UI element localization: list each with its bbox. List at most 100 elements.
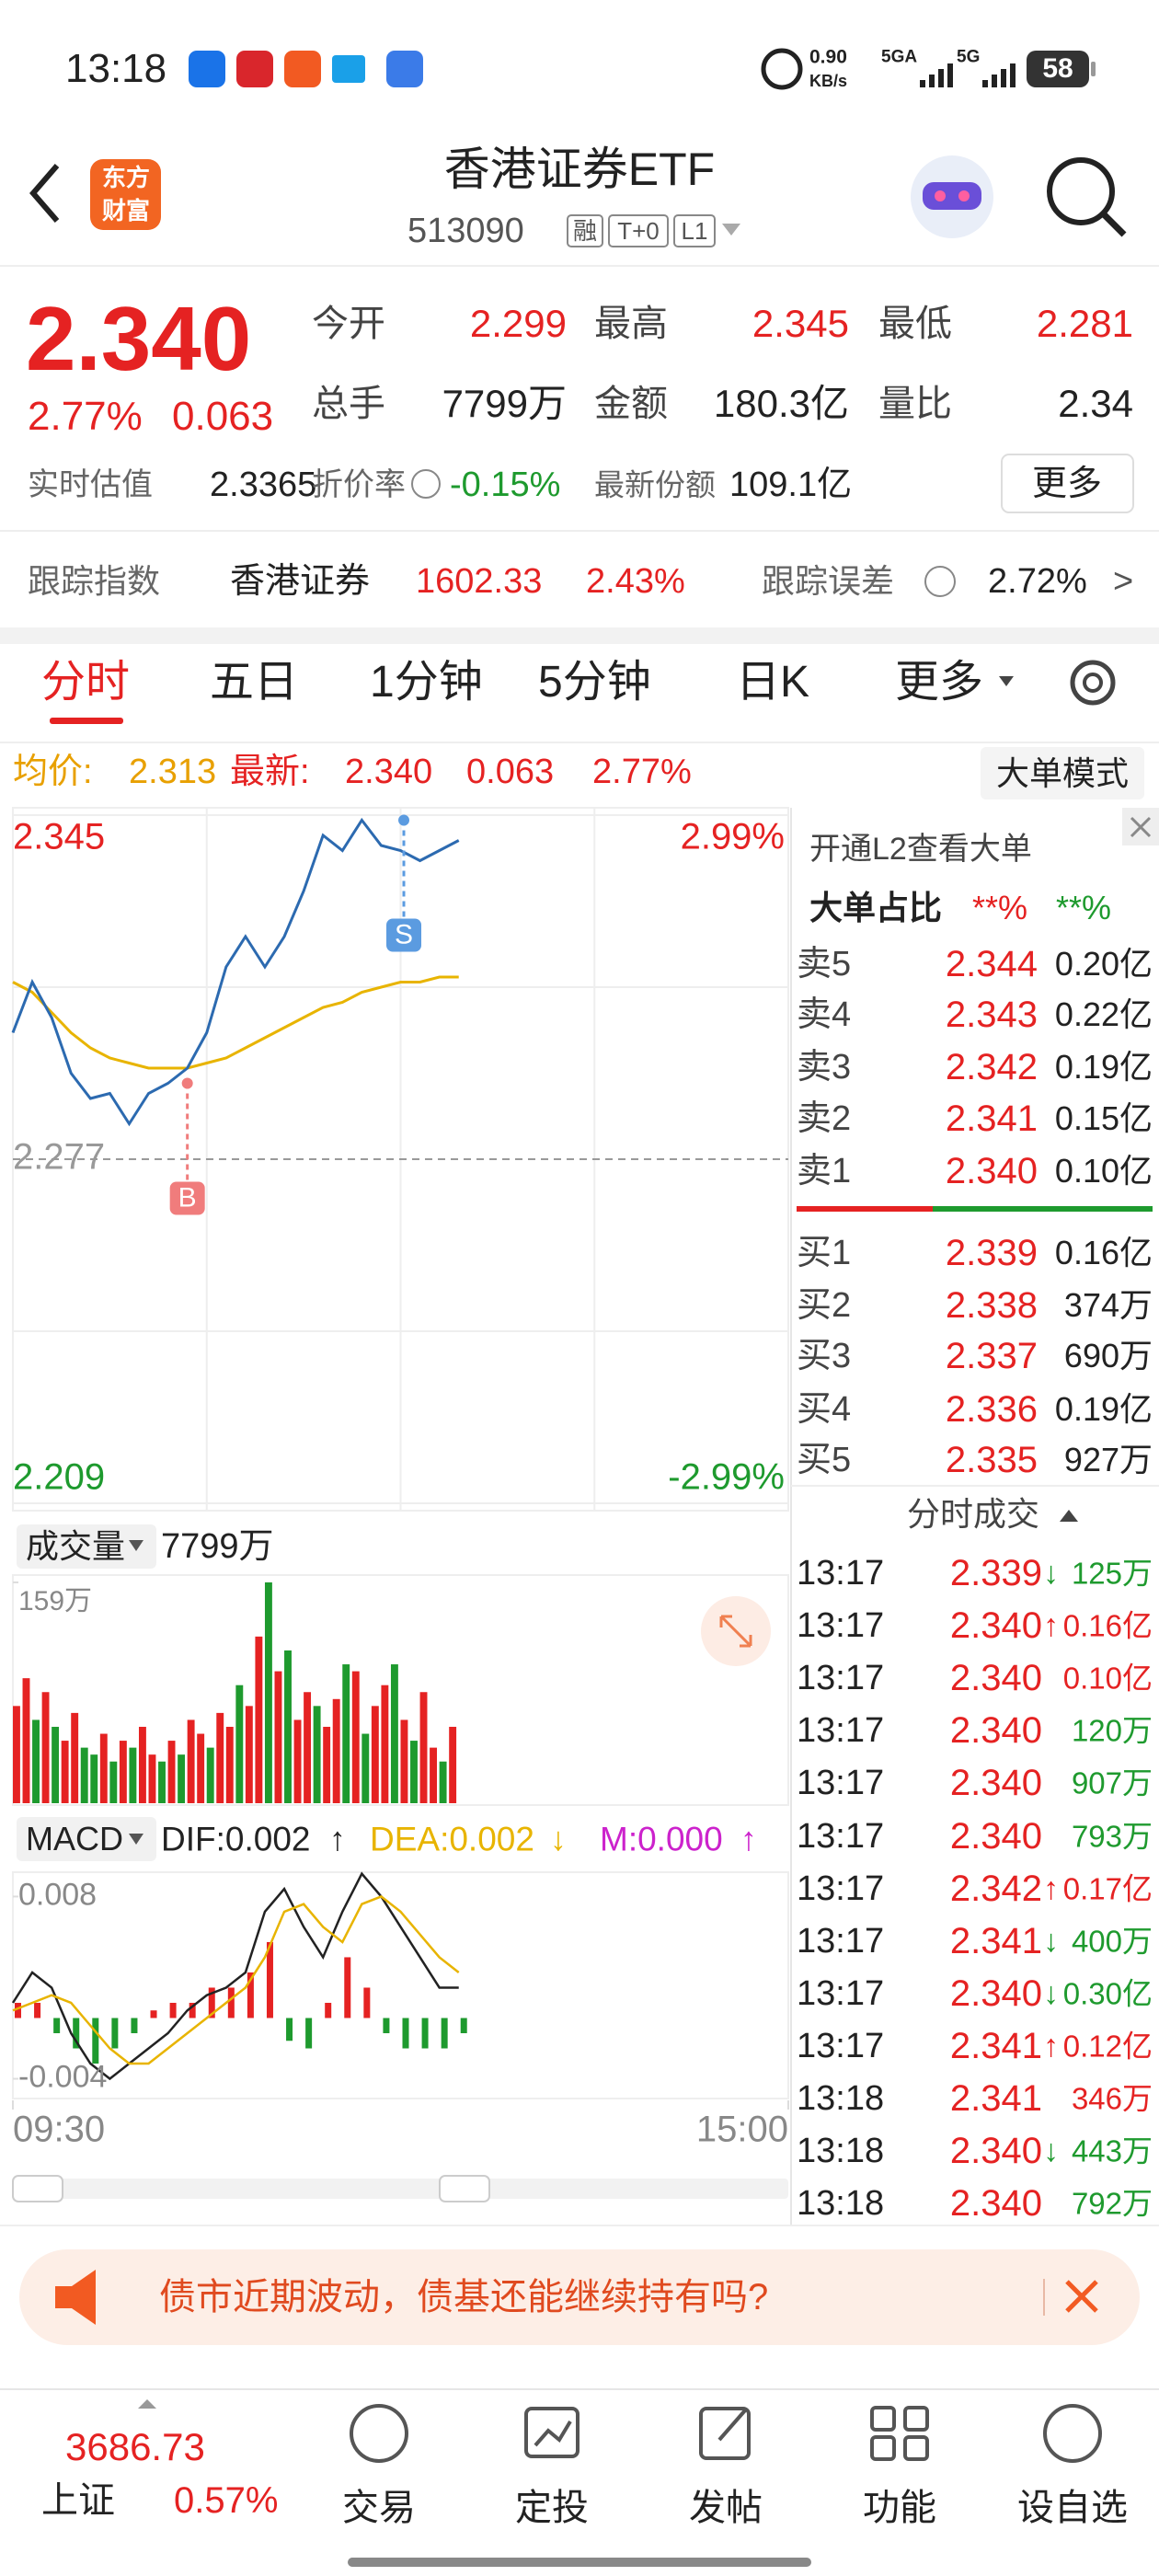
stat-value: 7799万 (442, 382, 567, 425)
nav-item[interactable]: 设自选 (1017, 2488, 1128, 2528)
volume-bar (323, 1726, 331, 1803)
logo-text: 财富 (101, 197, 151, 224)
book-volume: 0.20亿 (1054, 945, 1153, 983)
macd-value: DEA:0.002 (370, 1820, 534, 1858)
mode-button-label[interactable]: 大单模式 (995, 754, 1130, 792)
index-name: 香港证券 (230, 562, 371, 601)
volume-bar (419, 1692, 428, 1803)
book-volume: 0.10亿 (1054, 1152, 1153, 1190)
macd-bar (150, 2010, 157, 2018)
trade-price: 2.340 (949, 1658, 1042, 1699)
volume-bar (332, 1698, 340, 1803)
marker-box (386, 918, 422, 952)
macd-bar (325, 2002, 332, 2018)
tab[interactable]: 日K (736, 658, 810, 707)
index-name[interactable]: 上证 (41, 2480, 115, 2521)
banner[interactable] (19, 2249, 1140, 2345)
back-button[interactable] (29, 164, 60, 223)
tab[interactable]: 1分钟 (370, 658, 483, 707)
volume-bar (80, 1747, 88, 1803)
volume-bar (61, 1741, 69, 1803)
y-tick-label: -0.004 (18, 2060, 107, 2095)
marker-label: S (395, 919, 413, 949)
last-pct: 2.77% (592, 753, 692, 791)
book-price: 2.344 (945, 944, 1038, 984)
volume-bar (216, 1712, 224, 1803)
nav-item[interactable]: 发帖 (689, 2488, 763, 2528)
status-icons (189, 48, 1096, 90)
y-tick-label: 159万 (18, 1586, 92, 1616)
nav-item[interactable]: 交易 (342, 2488, 416, 2528)
volume-bar (255, 1636, 263, 1803)
tab[interactable]: 5分钟 (538, 658, 651, 707)
y-tick-label: 2.345 (13, 817, 105, 857)
tracking-arrow[interactable]: > (1113, 562, 1134, 601)
macd-bar (402, 2018, 409, 2049)
volume-bar (158, 1761, 166, 1803)
trade-price: 2.340 (949, 2131, 1042, 2172)
banner-text[interactable]: 债市近期波动，债基还能继续持有吗? (159, 2277, 769, 2317)
tab[interactable]: 分时 (41, 658, 131, 707)
trade-volume: 400万 (1071, 1924, 1153, 1959)
shares-label: 最新份额 (594, 467, 716, 502)
error-label: 跟踪误差 (762, 562, 895, 600)
battery: 58 (1042, 53, 1073, 84)
premium-value: -0.15% (450, 466, 561, 504)
tab[interactable]: 更多 (895, 658, 984, 707)
more-button[interactable] (1001, 454, 1134, 513)
volume-bar (274, 1671, 282, 1803)
index-pct: 2.43% (586, 562, 685, 601)
macd-bar (131, 2018, 138, 2034)
macd-label[interactable]: MACD (26, 1820, 123, 1857)
book-label: 买4 (797, 1390, 852, 1429)
trade-price: 2.342 (949, 1868, 1042, 1909)
volume-label[interactable]: 成交量 (26, 1527, 126, 1565)
book-label: 买3 (797, 1337, 852, 1375)
l2-promo[interactable]: 开通L2查看大单 (809, 832, 1032, 867)
book-label: 买5 (797, 1441, 852, 1479)
ratio-label: 大单占比 (809, 889, 943, 926)
volume-bar (148, 1754, 156, 1803)
stat-label: 最高 (594, 304, 668, 344)
volume-bar (197, 1733, 205, 1803)
book-volume: 0.15亿 (1054, 1099, 1153, 1137)
trade-time: 13:17 (797, 1711, 885, 1751)
index-pct[interactable]: 0.57% (174, 2480, 279, 2521)
stat-label: 今开 (312, 304, 385, 344)
tab[interactable]: 五日 (210, 658, 299, 707)
banner-close[interactable] (1065, 2280, 1098, 2313)
macd-bar (92, 2018, 99, 2064)
trade-time: 13:17 (797, 1659, 885, 1698)
book-volume: 0.22亿 (1054, 995, 1153, 1033)
book-price: 2.341 (945, 1098, 1038, 1139)
volume-bar (390, 1664, 398, 1803)
index-value: 1602.33 (416, 562, 543, 601)
trade-price: 2.340 (949, 1763, 1042, 1804)
book-label: 买1 (797, 1234, 852, 1272)
trade-arrow: ↑ (1043, 1870, 1059, 1906)
logo-text: 东方 (101, 164, 151, 191)
more-button-label[interactable]: 更多 (1031, 465, 1103, 503)
book-price: 2.342 (945, 1047, 1038, 1087)
macd-bar (305, 2018, 313, 2049)
macd-bar (421, 2018, 429, 2049)
trade-time: 13:17 (797, 1921, 885, 1961)
nav-item[interactable]: 定投 (515, 2488, 589, 2528)
stat-label: 金额 (594, 384, 668, 424)
y-tick-label: 0.008 (18, 1877, 97, 1912)
mode-button[interactable] (981, 747, 1144, 799)
trade-price: 2.340 (949, 1972, 1042, 2014)
marker-label: B (178, 1182, 197, 1213)
book-price: 2.336 (945, 1389, 1038, 1430)
search-button[interactable] (1047, 157, 1115, 225)
index-value[interactable]: 3686.73 (65, 2425, 205, 2468)
nav-item[interactable]: 功能 (863, 2488, 936, 2528)
marker-dot (181, 1077, 193, 1089)
ratio-sell: **% (1056, 889, 1112, 926)
book-volume: 927万 (1063, 1441, 1153, 1478)
y-tick-label: 2.277 (13, 1137, 105, 1178)
macd-bar (266, 1941, 273, 2018)
macd-bar (189, 2002, 196, 2018)
macd-bar (73, 2018, 80, 2049)
